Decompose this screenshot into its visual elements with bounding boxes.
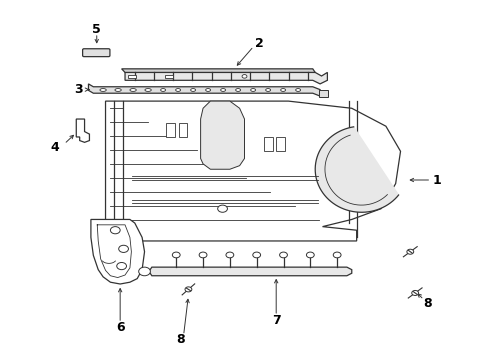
Ellipse shape [130,89,136,91]
Ellipse shape [144,89,151,91]
Polygon shape [91,220,144,284]
Bar [276,137,285,151]
Ellipse shape [250,89,255,91]
Circle shape [406,249,413,254]
Polygon shape [149,267,351,276]
Bar [264,137,272,151]
Text: 4: 4 [50,141,59,154]
Text: 2: 2 [254,36,263,50]
Polygon shape [88,84,320,96]
Ellipse shape [280,89,285,91]
Polygon shape [200,101,244,169]
Polygon shape [105,101,400,241]
Bar [164,75,172,78]
Ellipse shape [161,89,165,91]
Circle shape [139,267,150,276]
Polygon shape [76,119,89,142]
Circle shape [411,291,418,296]
Circle shape [279,252,287,258]
Text: 3: 3 [74,83,83,96]
Bar [166,123,175,137]
Text: 7: 7 [271,314,280,327]
Circle shape [225,252,233,258]
Ellipse shape [220,89,225,91]
Circle shape [119,245,128,252]
Circle shape [332,252,340,258]
Ellipse shape [100,89,106,91]
Ellipse shape [205,89,210,91]
Circle shape [199,252,206,258]
FancyBboxPatch shape [82,49,110,57]
Polygon shape [125,72,327,84]
Circle shape [110,226,120,234]
Text: 6: 6 [116,321,124,334]
Ellipse shape [295,89,300,91]
Bar [128,75,136,78]
Circle shape [252,252,260,258]
Text: 1: 1 [432,174,441,186]
Ellipse shape [190,89,195,91]
Circle shape [184,287,191,292]
Ellipse shape [265,89,270,91]
Ellipse shape [115,89,121,91]
Text: 8: 8 [422,297,431,310]
Text: 8: 8 [176,333,184,346]
Circle shape [217,205,227,212]
Polygon shape [122,69,315,72]
Ellipse shape [175,89,180,91]
Bar [319,90,327,97]
Circle shape [172,252,180,258]
Bar [178,123,187,137]
Ellipse shape [235,89,240,91]
Text: 5: 5 [92,23,101,36]
Circle shape [242,75,246,78]
Circle shape [117,262,126,270]
Polygon shape [315,127,398,212]
Circle shape [306,252,314,258]
